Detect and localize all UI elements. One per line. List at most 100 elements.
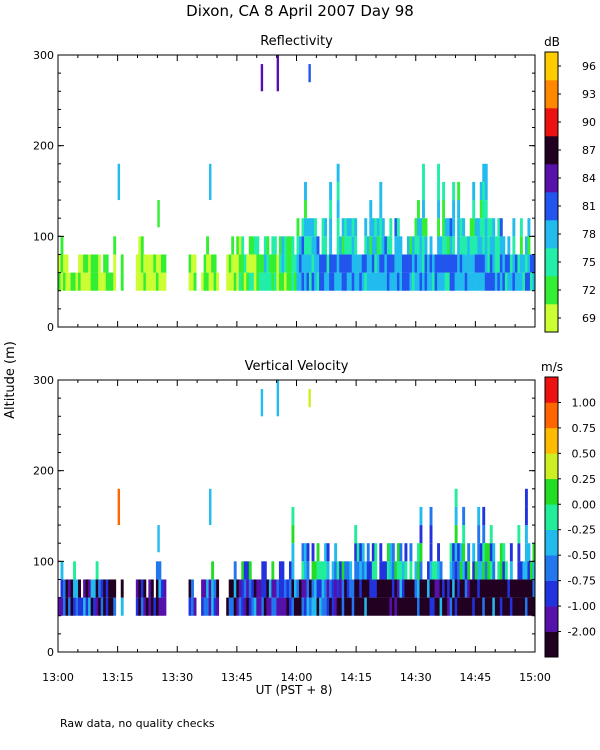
radar-cell: [449, 561, 453, 580]
radar-cell: [437, 597, 440, 616]
radar-cell: [90, 597, 94, 616]
radar-cell: [60, 597, 64, 616]
radar-cell: [512, 272, 516, 291]
radar-cell: [85, 272, 89, 291]
radar-cell: [437, 163, 440, 182]
radar-cell: [361, 254, 365, 273]
colorbar-swatch: [545, 220, 558, 249]
radar-cell: [386, 254, 390, 273]
radar-cell: [384, 254, 388, 273]
radar-cell: [299, 579, 302, 598]
radar-cell: [306, 254, 310, 273]
radar-cell: [105, 597, 109, 616]
radar-cell: [296, 236, 300, 255]
radar-cell: [444, 597, 448, 616]
radar-cell: [447, 597, 451, 616]
radar-cell: [291, 561, 295, 580]
radar-cell: [213, 272, 217, 291]
radar-cell: [293, 254, 297, 273]
radar-cell: [484, 163, 488, 182]
radar-cell: [419, 561, 423, 580]
colorbar-label: -0.25: [568, 524, 596, 537]
radar-cell: [236, 579, 240, 598]
radar-cell: [381, 236, 385, 255]
radar-cell: [278, 236, 282, 255]
radar-cell: [206, 236, 210, 255]
radar-cell: [522, 272, 526, 291]
radar-cell: [449, 597, 453, 616]
radar-cell: [278, 254, 282, 273]
radar-cell: [394, 254, 398, 273]
radar-cell: [103, 579, 107, 598]
radar-cell: [271, 236, 275, 255]
radar-cell: [316, 272, 320, 291]
radar-cell: [233, 579, 237, 598]
radar-cell: [319, 561, 322, 580]
radar-cell: [65, 254, 69, 273]
radar-cell: [236, 597, 240, 616]
radar-cell: [389, 218, 393, 237]
radar-cell: [351, 597, 355, 616]
radar-cell: [155, 254, 159, 273]
radar-cell: [532, 597, 536, 616]
radar-cell: [58, 272, 61, 291]
radar-cell: [326, 272, 330, 291]
radar-cell: [399, 597, 403, 616]
radar-cell: [366, 561, 370, 580]
radar-cell: [369, 218, 373, 237]
radar-cell: [216, 597, 220, 616]
colorbar-swatch: [545, 478, 558, 505]
radar-cell: [286, 236, 290, 255]
radar-cell: [482, 272, 486, 291]
radar-cell: [301, 597, 305, 616]
radar-cell: [261, 561, 265, 580]
radar-cell: [499, 543, 503, 562]
colorbar-label: -1.00: [568, 600, 596, 613]
radar-cell: [349, 579, 353, 598]
radar-cell: [236, 254, 240, 273]
radar-cell: [354, 236, 358, 255]
radar-cell: [271, 579, 275, 598]
radar-cell: [492, 543, 496, 562]
radar-cell: [492, 254, 496, 273]
radar-cell: [527, 561, 531, 580]
radar-cell: [283, 579, 287, 598]
radar-cell: [286, 272, 290, 291]
radar-cell: [376, 579, 380, 598]
radar-cell: [276, 272, 280, 291]
radar-cell: [143, 272, 147, 291]
radar-cell: [417, 236, 420, 255]
radar-cell: [487, 272, 491, 291]
radar-cell: [409, 236, 413, 255]
radar-cell: [314, 561, 317, 580]
radar-cell: [437, 236, 440, 255]
radar-cell: [140, 597, 144, 616]
radar-cell: [401, 254, 405, 273]
radar-cell: [226, 597, 230, 616]
radar-cell: [326, 254, 330, 273]
radar-cell: [502, 561, 506, 580]
radar-cell: [150, 597, 154, 616]
radar-cell: [401, 597, 405, 616]
radar-cell: [359, 561, 363, 580]
radar-cell: [457, 200, 461, 219]
radar-cell: [268, 597, 272, 616]
radar-cell: [489, 236, 493, 255]
radar-cell: [203, 272, 207, 291]
radar-cell: [489, 254, 493, 273]
radar-cell: [291, 543, 295, 562]
radar-cell: [429, 525, 433, 544]
radar-cell: [231, 597, 235, 616]
radar-cell: [308, 64, 311, 83]
radar-cell: [459, 254, 463, 273]
radar-cell: [472, 236, 476, 255]
radar-cell: [529, 579, 533, 598]
radar-cell: [233, 597, 237, 616]
radar-cell: [356, 543, 360, 562]
radar-cell: [379, 579, 383, 598]
radar-cell: [268, 254, 272, 273]
radar-cell: [462, 272, 466, 291]
radar-cell: [469, 579, 473, 598]
radar-cell: [361, 561, 365, 580]
radar-cell: [492, 218, 496, 237]
